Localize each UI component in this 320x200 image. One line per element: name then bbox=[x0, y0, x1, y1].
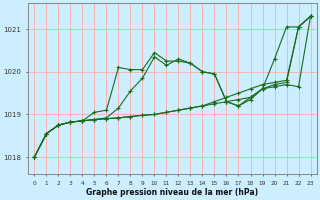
X-axis label: Graphe pression niveau de la mer (hPa): Graphe pression niveau de la mer (hPa) bbox=[86, 188, 259, 197]
